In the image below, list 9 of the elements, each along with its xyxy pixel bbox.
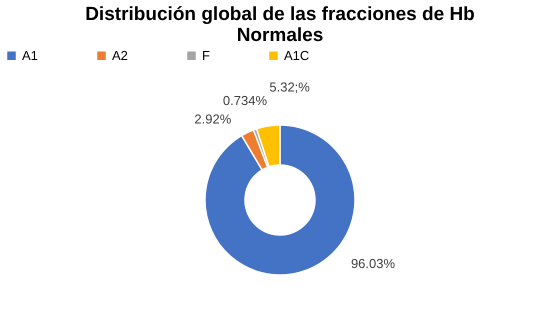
data-label: 2.92% (194, 111, 232, 126)
legend-label: A1C (284, 48, 310, 63)
legend-label: A1 (22, 48, 38, 63)
legend-label: A2 (112, 48, 128, 63)
legend-label: F (202, 48, 210, 63)
data-label: 96.03% (350, 256, 396, 272)
chart-title: Distribución global de las fracciones de Hb Normales (85, 4, 475, 46)
data-label: 0.734% (222, 93, 268, 108)
data-label: 5.32;% (269, 79, 310, 94)
